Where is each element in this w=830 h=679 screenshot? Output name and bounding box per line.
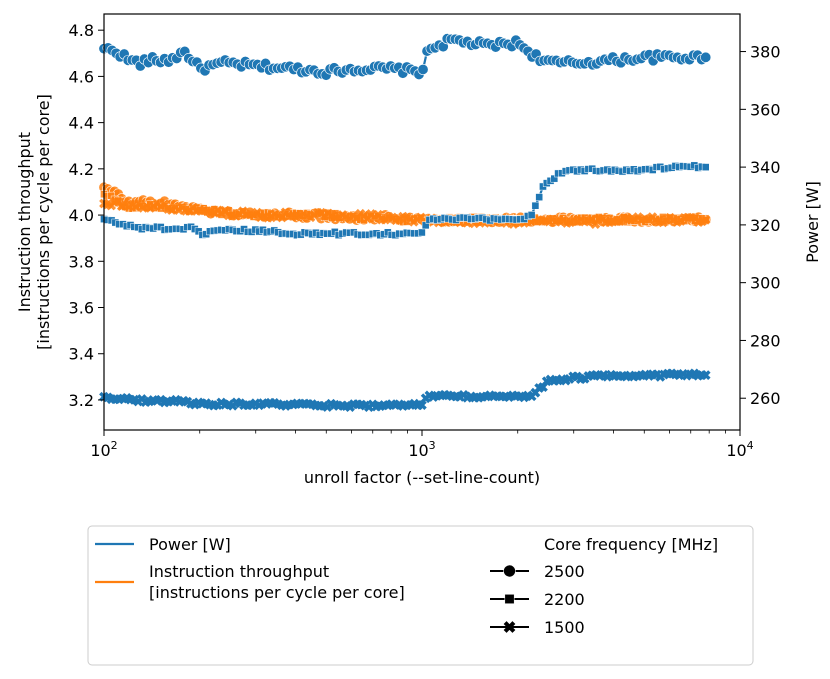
legend-marker-label: 1500 [544,618,585,637]
y-right-axis-label: Power [W] [803,181,822,263]
y-right-tick-label: 260 [750,389,781,408]
data-point [417,63,429,75]
data-point [700,214,711,225]
legend-marker-square: 2200 [490,590,585,609]
series-x-right [99,368,711,413]
axes-layer: 102 103 104 unroll factor (--set-line-count… [15,13,822,487]
series-layer [98,33,712,413]
series-x-left [99,196,711,229]
y-left-tick-label: 4.6 [69,67,94,86]
y-left-tick-label: 3.2 [69,391,94,410]
data-point [416,400,427,410]
y-left-tick-label: 4.4 [69,114,94,133]
y-left-tick-label: 4.2 [69,160,94,179]
legend-box [87,525,754,666]
x-tick-label: 104 [726,439,753,460]
legend-marker-title: Core frequency [MHz] [544,535,718,554]
data-point [527,211,536,219]
data-point [700,51,712,63]
y-right-tick-label: 340 [750,158,781,177]
y-right-tick-label: 280 [750,331,781,350]
legend-marker-symbol [503,564,516,578]
series-square-right [100,161,710,240]
x-tick-label: 103 [408,439,435,460]
y-left-axis-label: Instruction throughput[instructions per … [15,94,53,350]
legend-label: Instruction throughput [149,562,329,581]
legend-marker-label: 2200 [544,590,585,609]
y-right-tick-label: 380 [750,43,781,62]
legend-marker-circle: 2500 [490,562,585,581]
legend-label: [instructions per cycle per core] [149,583,405,602]
y-left-tick-label: 3.6 [69,299,94,318]
y-left-tick-label: 4.8 [69,21,94,40]
y-right-tick-label: 360 [750,100,781,119]
legend-item-throughput: Instruction throughput [instructions per … [95,562,405,602]
x-tick-label: 102 [90,439,117,460]
legend-marker-x: 1500 [490,618,585,637]
y-left-tick-label: 3.8 [69,252,94,271]
legend-item-power: Power [W] [95,535,231,554]
data-point [535,193,544,201]
legend-marker-symbol [503,621,516,633]
legend-marker-label: 2500 [544,562,585,581]
data-point [531,201,540,210]
legend: Power [W] Instruction throughput [instruct… [87,525,754,666]
data-point [700,370,711,381]
y-left-tick-label: 3.4 [69,345,94,364]
y-right-tick-label: 300 [750,274,781,293]
data-point [418,228,426,237]
data-point [701,163,710,171]
x-axis-label: unroll factor (--set-line-count) [304,468,540,487]
y-left-tick-label: 4.0 [69,206,94,225]
legend-marker-symbol [504,594,515,604]
series-circle-right [98,33,712,81]
y-right-tick-label: 320 [750,216,781,235]
legend-label: Power [W] [149,535,231,554]
